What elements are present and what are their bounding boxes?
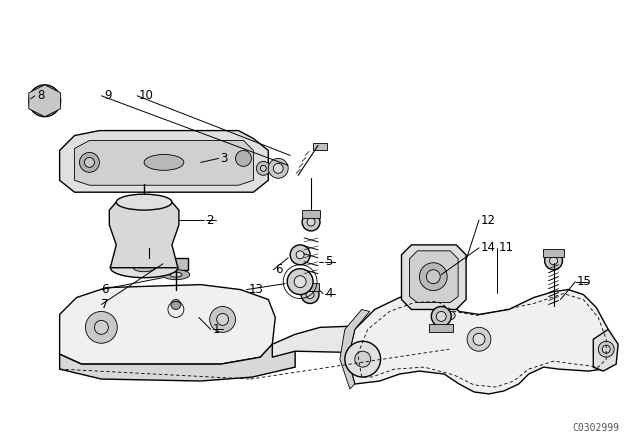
Circle shape: [217, 314, 228, 325]
Circle shape: [273, 164, 284, 173]
Ellipse shape: [133, 264, 155, 271]
Polygon shape: [340, 310, 370, 389]
Text: 1: 1: [212, 323, 220, 336]
Ellipse shape: [110, 258, 178, 278]
Text: 14: 14: [481, 241, 496, 254]
Ellipse shape: [170, 272, 182, 277]
Circle shape: [545, 252, 563, 270]
Text: C0302999: C0302999: [572, 423, 619, 433]
Circle shape: [294, 276, 306, 288]
Circle shape: [257, 161, 270, 175]
Text: 11: 11: [499, 241, 514, 254]
Text: 4: 4: [325, 287, 332, 300]
Polygon shape: [348, 289, 613, 394]
Circle shape: [302, 213, 320, 231]
Circle shape: [29, 85, 61, 116]
Circle shape: [36, 93, 52, 109]
Ellipse shape: [162, 270, 190, 280]
Bar: [145, 244, 153, 250]
Circle shape: [426, 270, 440, 284]
Text: 15: 15: [577, 275, 591, 288]
Circle shape: [355, 351, 371, 367]
Polygon shape: [109, 202, 179, 268]
Circle shape: [435, 336, 444, 346]
Circle shape: [268, 159, 288, 178]
Circle shape: [210, 306, 236, 332]
Text: 5: 5: [325, 255, 332, 268]
Circle shape: [447, 311, 455, 319]
Polygon shape: [272, 324, 449, 357]
Polygon shape: [60, 284, 275, 364]
Bar: [139, 180, 149, 186]
Text: 3: 3: [221, 152, 228, 165]
Polygon shape: [60, 130, 268, 192]
Circle shape: [290, 245, 310, 265]
Circle shape: [307, 218, 315, 226]
Circle shape: [86, 311, 117, 343]
Circle shape: [296, 251, 304, 259]
Circle shape: [598, 341, 614, 357]
Text: 10: 10: [139, 89, 154, 102]
Text: 6: 6: [275, 263, 283, 276]
Bar: [429, 324, 453, 332]
Circle shape: [95, 320, 108, 334]
Polygon shape: [60, 344, 295, 381]
Text: 12: 12: [481, 214, 496, 227]
Text: 8: 8: [36, 89, 44, 102]
Circle shape: [79, 152, 99, 172]
Polygon shape: [401, 245, 466, 310]
Circle shape: [473, 333, 485, 345]
Circle shape: [236, 151, 252, 166]
Bar: [313, 142, 327, 151]
Polygon shape: [429, 321, 467, 355]
Circle shape: [171, 300, 181, 310]
Circle shape: [602, 345, 610, 353]
Circle shape: [301, 286, 319, 303]
Text: 2: 2: [205, 214, 213, 227]
Circle shape: [345, 341, 381, 377]
Polygon shape: [29, 85, 61, 116]
Ellipse shape: [144, 155, 184, 170]
Circle shape: [467, 327, 491, 351]
Text: 7: 7: [101, 298, 109, 311]
Circle shape: [260, 165, 266, 171]
Ellipse shape: [116, 194, 172, 210]
Circle shape: [84, 157, 95, 168]
Polygon shape: [74, 141, 253, 185]
Bar: [543, 249, 564, 257]
Circle shape: [433, 311, 445, 323]
Bar: [302, 210, 320, 218]
Circle shape: [287, 269, 313, 294]
Bar: [301, 283, 319, 291]
Text: 9: 9: [104, 89, 112, 102]
Circle shape: [550, 257, 557, 265]
Circle shape: [429, 332, 449, 351]
Circle shape: [419, 263, 447, 291]
Text: 13: 13: [248, 283, 263, 296]
Circle shape: [436, 311, 446, 321]
Bar: [164, 258, 188, 270]
Circle shape: [431, 306, 451, 326]
Polygon shape: [593, 329, 618, 371]
Text: 6: 6: [101, 283, 109, 296]
Polygon shape: [410, 251, 458, 302]
Circle shape: [306, 291, 314, 298]
